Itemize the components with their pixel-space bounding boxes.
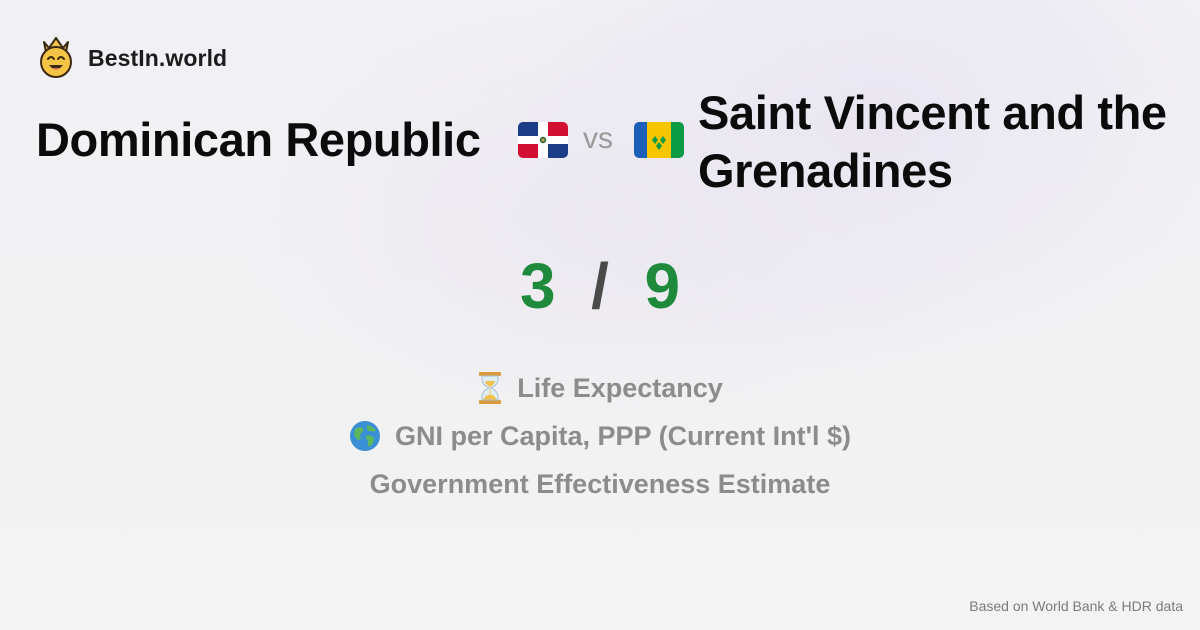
score-a: 3 bbox=[519, 250, 556, 322]
metric-government-effectiveness: Government Effectiveness Estimate bbox=[0, 460, 1200, 508]
vs-label: vs bbox=[583, 122, 613, 155]
brand[interactable]: BestIn.world bbox=[38, 36, 227, 80]
score: 3 / 9 bbox=[0, 246, 1200, 326]
metric-label: GNI per Capita, PPP (Current Int'l $) bbox=[395, 420, 851, 451]
metric-gni-per-capita: GNI per Capita, PPP (Current Int'l $) bbox=[0, 412, 1200, 460]
metric-label: Government Effectiveness Estimate bbox=[369, 468, 831, 499]
data-source-note: Based on World Bank & HDR data bbox=[969, 598, 1183, 614]
metric-life-expectancy: Life Expectancy bbox=[0, 364, 1200, 412]
globe-icon bbox=[349, 420, 381, 452]
crowned-smiley-icon bbox=[38, 34, 74, 83]
metric-label: Life Expectancy bbox=[517, 372, 723, 403]
score-b: 9 bbox=[644, 250, 681, 322]
saint-vincent-grenadines-flag-icon bbox=[634, 122, 684, 163]
hourglass-icon bbox=[477, 371, 503, 405]
country-a-name: Dominican Republic bbox=[36, 113, 481, 166]
comparison-title: Dominican Republic vs bbox=[0, 84, 1200, 204]
dominican-republic-flag-icon bbox=[518, 122, 568, 163]
brand-name: BestIn.world bbox=[88, 44, 228, 71]
country-b-name: Saint Vincent and the Grenadines bbox=[698, 86, 1167, 197]
metrics-list: Life Expectancy GNI per Capita, PPP (Cur… bbox=[0, 364, 1200, 508]
score-separator: / bbox=[591, 250, 609, 322]
